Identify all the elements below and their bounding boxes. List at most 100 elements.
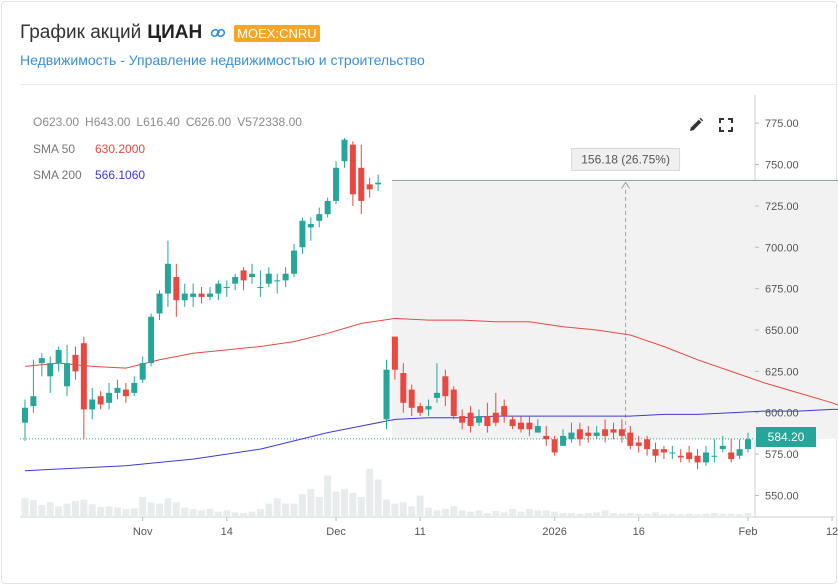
volume-bar: [172, 502, 180, 517]
candle-body: [282, 273, 289, 281]
volume-bar: [156, 503, 164, 517]
x-tick-label: 12: [826, 526, 838, 538]
candle-body: [400, 373, 407, 403]
volume-bar: [483, 512, 491, 517]
candle-body: [274, 280, 281, 282]
candle-body: [349, 144, 356, 195]
volume-bar: [677, 514, 685, 517]
sma200-legend: SMA 200 566.1060: [33, 168, 145, 182]
candle-body: [375, 182, 382, 185]
candle-body: [450, 389, 457, 417]
candle-body: [669, 452, 676, 454]
sma50-label: SMA 50: [33, 142, 76, 156]
volume-bar: [601, 510, 609, 517]
candle-body: [299, 220, 306, 248]
candle-body: [568, 432, 575, 440]
sma50-value: 630.2000: [95, 142, 146, 156]
candle-body: [593, 432, 600, 436]
volume-bar: [593, 512, 601, 517]
ohlc-l: L616.40: [136, 115, 180, 129]
candle-body: [509, 419, 516, 426]
volume-bar: [635, 513, 643, 517]
volume-bar: [567, 512, 575, 517]
volume-bar: [198, 510, 206, 517]
ohlc-c: C626.00: [185, 115, 232, 129]
volume-bar: [349, 492, 357, 517]
fullscreen-icon[interactable]: [717, 116, 735, 134]
volume-bar: [643, 513, 651, 517]
x-tick-label: Feb: [739, 526, 758, 538]
sector-link[interactable]: Недвижимость - Управление недвижимостью …: [20, 52, 425, 68]
candle-body: [543, 435, 550, 440]
ohlc-v: V572338.00: [237, 115, 302, 129]
volume-bar: [399, 502, 407, 517]
volume-bar: [113, 507, 121, 517]
candle-body: [484, 416, 491, 426]
volume-bar: [282, 503, 290, 517]
volume-bar: [425, 507, 433, 517]
volume-bar: [130, 508, 138, 517]
volume-bar: [29, 500, 37, 517]
sma50-line: [24, 317, 838, 406]
x-tick-label: 11: [414, 526, 425, 538]
volume-bar: [576, 513, 584, 517]
x-tick-label: 16: [633, 526, 645, 538]
candle-body: [181, 293, 188, 301]
volume-bar: [652, 512, 660, 517]
candle-body: [433, 392, 440, 398]
candle-body: [333, 167, 340, 201]
volume-bar: [147, 502, 155, 517]
volume-bar: [383, 499, 390, 517]
candle-body: [47, 363, 54, 377]
candle-body: [206, 293, 213, 297]
link-icon[interactable]: [210, 25, 226, 41]
ohlc-o: O623.00: [33, 115, 80, 129]
volume-bar: [265, 503, 273, 517]
volume-bar: [105, 506, 113, 517]
candle-body: [694, 455, 701, 463]
volume-bar: [374, 479, 382, 517]
volume-bar: [710, 512, 718, 517]
volume-bar: [139, 496, 147, 517]
candle-body: [585, 432, 592, 436]
candle-body: [736, 449, 743, 456]
volume-bar: [500, 512, 508, 517]
candle-body: [652, 449, 659, 456]
x-tick-label: 2026: [542, 526, 566, 538]
candle-body: [30, 396, 37, 407]
candle-body: [526, 422, 533, 430]
volume-bar: [181, 507, 189, 517]
volume-bar: [467, 511, 475, 517]
candle-body: [475, 416, 482, 423]
x-tick-label: 14: [221, 526, 233, 538]
volume-bar: [340, 488, 348, 517]
candle-body: [408, 389, 415, 408]
candle-body: [122, 389, 129, 397]
volume-bar: [97, 506, 105, 517]
volume-bar: [256, 508, 264, 517]
volume-bar: [551, 511, 559, 517]
volume-bar: [231, 512, 239, 517]
volume-bar: [88, 504, 96, 517]
volume-bar: [324, 475, 332, 517]
candle-body: [324, 200, 331, 215]
candle-body: [745, 439, 751, 450]
volume-bar: [702, 513, 710, 517]
candle-body: [635, 442, 642, 446]
volume-bar: [492, 510, 500, 517]
candle-body: [728, 452, 735, 460]
candle-body: [686, 452, 693, 460]
volume-bar: [685, 513, 693, 517]
volume-bar: [584, 512, 592, 517]
volume-bar: [609, 512, 617, 517]
candle-body: [114, 387, 121, 393]
candle-body: [383, 369, 390, 420]
pencil-icon[interactable]: [687, 116, 705, 134]
candle-body: [164, 263, 171, 294]
measure-label-box: [571, 147, 681, 171]
ohlc-legend: O623.00 H643.00 L616.40 C626.00 V572338.00: [33, 115, 302, 129]
ticker-badge[interactable]: MOEX:CNRU: [234, 24, 320, 42]
candle-body: [38, 358, 45, 364]
volume-bar: [416, 495, 424, 517]
